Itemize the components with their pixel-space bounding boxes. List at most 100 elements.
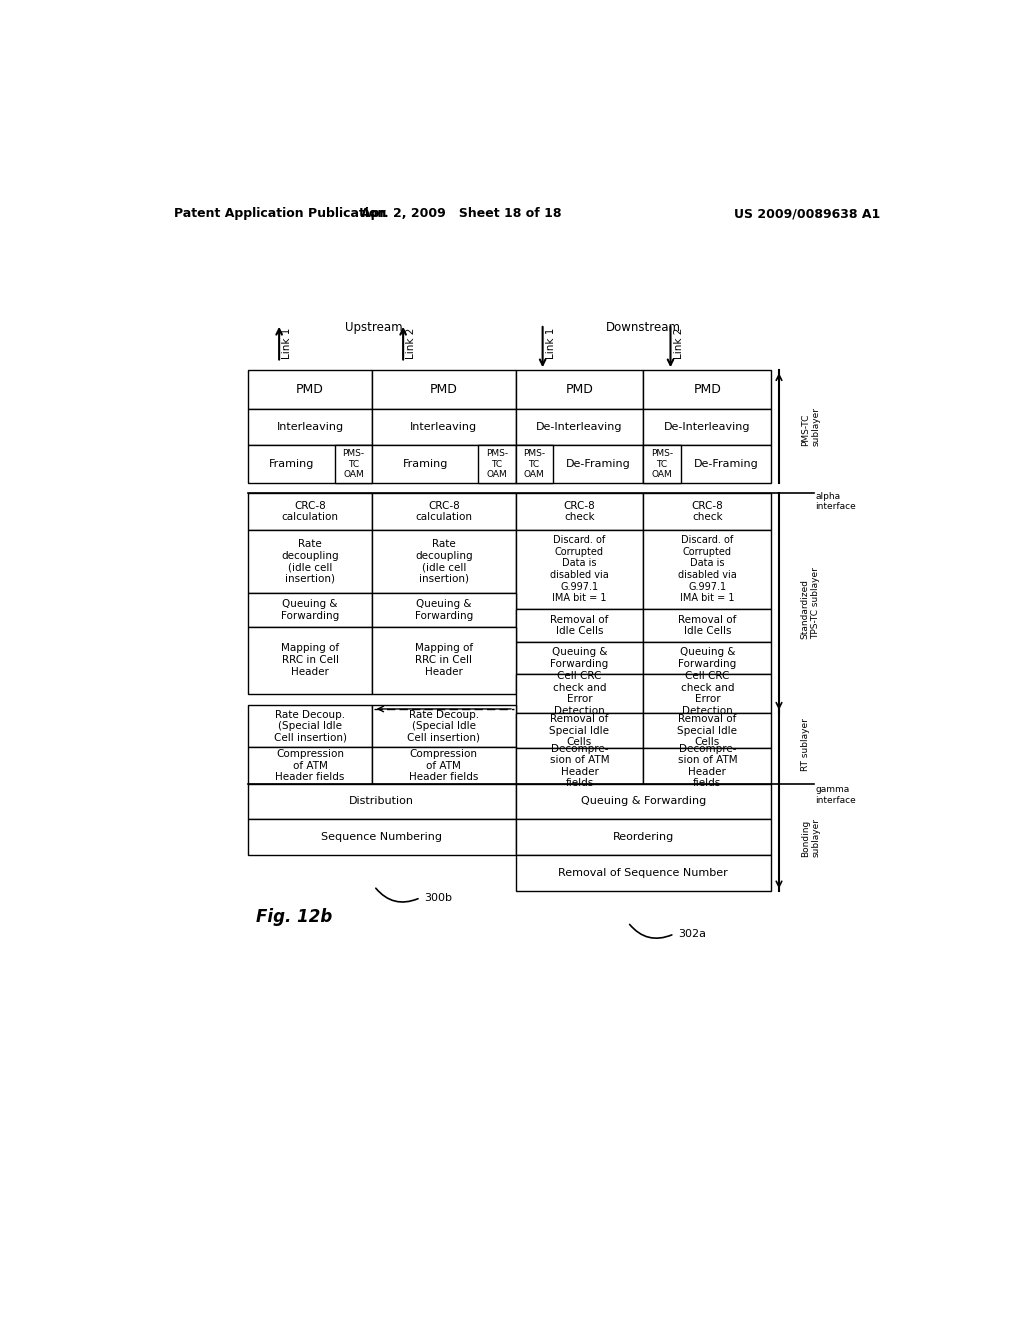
Bar [515,529,643,609]
Text: CRC-8
calculation: CRC-8 calculation [416,500,472,523]
Bar [643,494,771,529]
Bar [248,370,372,409]
Bar [515,445,643,483]
Bar [335,445,372,483]
Text: Patent Application Publication: Patent Application Publication [174,207,387,220]
Bar [643,409,771,445]
Text: Queuing &
Forwarding: Queuing & Forwarding [550,647,608,669]
Bar [248,627,372,693]
Text: US 2009/0089638 A1: US 2009/0089638 A1 [733,207,880,220]
Text: CRC-8
calculation: CRC-8 calculation [282,500,339,523]
Bar [515,713,643,748]
Text: PMS-
TC
OAM: PMS- TC OAM [485,449,508,479]
Bar [515,818,771,855]
Text: Rate Decoup.
(Special Idle
Cell insertion): Rate Decoup. (Special Idle Cell insertio… [273,710,347,743]
Text: Queuing &
Forwarding: Queuing & Forwarding [415,599,473,620]
Text: PMS-
TC
OAM: PMS- TC OAM [342,449,365,479]
Text: Compression
of ATM
Header fields: Compression of ATM Header fields [410,748,478,783]
Text: CRC-8
check: CRC-8 check [563,500,595,523]
Bar [515,494,643,529]
Bar [515,675,643,713]
Bar [248,784,515,818]
Bar [372,594,515,627]
Bar [515,784,771,818]
Text: Rate Decoup.
(Special Idle
Cell insertion): Rate Decoup. (Special Idle Cell insertio… [408,710,480,743]
Text: Queuing & Forwarding: Queuing & Forwarding [581,796,706,807]
Bar [515,445,553,483]
Text: Distribution: Distribution [349,796,415,807]
Text: Removal of
Special Idle
Cells: Removal of Special Idle Cells [550,714,609,747]
Bar [372,445,515,483]
Text: Interleaving: Interleaving [276,422,344,432]
Bar [372,627,515,693]
Bar [372,705,515,747]
Text: De-Interleaving: De-Interleaving [537,422,623,432]
Bar [248,705,372,747]
Text: De-Framing: De-Framing [693,459,759,469]
Text: RT sublayer: RT sublayer [801,718,810,771]
Text: 300b: 300b [424,892,453,903]
Text: Removal of
Special Idle
Cells: Removal of Special Idle Cells [677,714,737,747]
Text: Rate
decoupling
(idle cell
insertion): Rate decoupling (idle cell insertion) [415,539,473,583]
Bar [248,445,372,483]
Text: De-Framing: De-Framing [565,459,631,469]
Text: PMD: PMD [296,383,324,396]
Text: alpha
interface: alpha interface [815,492,856,511]
Bar [515,642,643,675]
Bar [643,529,771,609]
Text: 302a: 302a [678,929,707,939]
Bar [248,747,372,784]
Bar [643,748,771,784]
Text: Removal of Sequence Number: Removal of Sequence Number [558,869,728,878]
Bar [643,445,681,483]
Text: Apr. 2, 2009   Sheet 18 of 18: Apr. 2, 2009 Sheet 18 of 18 [361,207,561,220]
Text: Mapping of
RRC in Cell
Header: Mapping of RRC in Cell Header [415,643,473,677]
Bar [372,747,515,784]
Bar [372,494,515,529]
Bar [478,445,515,483]
Text: Compression
of ATM
Header fields: Compression of ATM Header fields [275,748,345,783]
Bar [515,748,643,784]
Text: Framing: Framing [402,459,447,469]
Text: Bonding
sublayer: Bonding sublayer [801,818,820,857]
Text: Decompre-
sion of ATM
Header
fields: Decompre- sion of ATM Header fields [678,743,737,788]
Text: Removal of
Idle Cells: Removal of Idle Cells [550,615,608,636]
Text: Removal of
Idle Cells: Removal of Idle Cells [678,615,736,636]
Bar [372,409,515,445]
Bar [248,529,372,594]
Bar [372,529,515,594]
Bar [248,494,372,529]
Text: Reordering: Reordering [612,832,674,842]
Bar [372,370,515,409]
Text: Link 1: Link 1 [283,327,292,359]
Text: Mapping of
RRC in Cell
Header: Mapping of RRC in Cell Header [281,643,339,677]
Text: PMS-TC
sublayer: PMS-TC sublayer [801,408,820,446]
Bar [515,855,771,891]
Text: PMS-
TC
OAM: PMS- TC OAM [651,449,673,479]
Text: CRC-8
check: CRC-8 check [691,500,723,523]
Text: Standardized
TPS-TC sublayer: Standardized TPS-TC sublayer [801,568,820,639]
Text: Cell CRC
check and
Error
Detection: Cell CRC check and Error Detection [681,671,734,715]
Bar [643,713,771,748]
Text: PMD: PMD [693,383,721,396]
Text: Queuing &
Forwarding: Queuing & Forwarding [281,599,339,620]
Text: Cell CRC
check and
Error
Detection: Cell CRC check and Error Detection [553,671,606,715]
Text: Fig. 12b: Fig. 12b [256,908,332,925]
Text: PMD: PMD [565,383,593,396]
Text: Link 1: Link 1 [546,327,556,359]
Bar [515,609,643,642]
Bar [248,594,372,627]
Bar [643,675,771,713]
Bar [643,445,771,483]
Bar [248,409,372,445]
Text: Sequence Numbering: Sequence Numbering [322,832,442,842]
Text: Rate
decoupling
(idle cell
insertion): Rate decoupling (idle cell insertion) [282,539,339,583]
Text: Discard. of
Corrupted
Data is
disabled via
G.997.1
IMA bit = 1: Discard. of Corrupted Data is disabled v… [678,535,736,603]
Bar [643,370,771,409]
Text: PMS-
TC
OAM: PMS- TC OAM [523,449,545,479]
Bar [643,609,771,642]
Text: Framing: Framing [269,459,314,469]
Text: Interleaving: Interleaving [411,422,477,432]
Text: Link 2: Link 2 [674,327,684,359]
Text: Upstream: Upstream [345,321,402,334]
